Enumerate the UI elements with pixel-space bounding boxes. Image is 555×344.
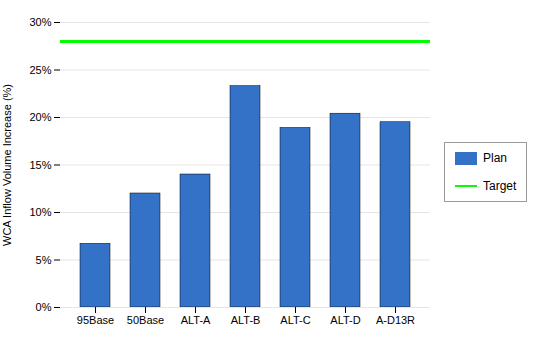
svg-text:0%: 0%	[36, 301, 52, 313]
svg-text:ALT-C: ALT-C	[280, 314, 310, 326]
svg-text:WCA Inflow Volume Increase (%): WCA Inflow Volume Increase (%)	[1, 84, 13, 246]
svg-text:A-D13R: A-D13R	[376, 314, 415, 326]
svg-text:15%: 15%	[29, 159, 51, 171]
svg-text:ALT-D: ALT-D	[330, 314, 360, 326]
svg-text:5%: 5%	[36, 254, 52, 266]
svg-text:ALT-A: ALT-A	[181, 314, 211, 326]
svg-text:95Base: 95Base	[77, 314, 114, 326]
svg-text:25%: 25%	[29, 64, 51, 76]
svg-text:10%: 10%	[29, 206, 51, 218]
svg-text:20%: 20%	[29, 111, 51, 123]
html-text:Target: Target	[483, 179, 517, 193]
html-text:Plan: Plan	[483, 151, 507, 165]
svg-text:50Base: 50Base	[127, 314, 164, 326]
svg-text:ALT-B: ALT-B	[231, 314, 261, 326]
svg-text:30%: 30%	[29, 16, 51, 28]
